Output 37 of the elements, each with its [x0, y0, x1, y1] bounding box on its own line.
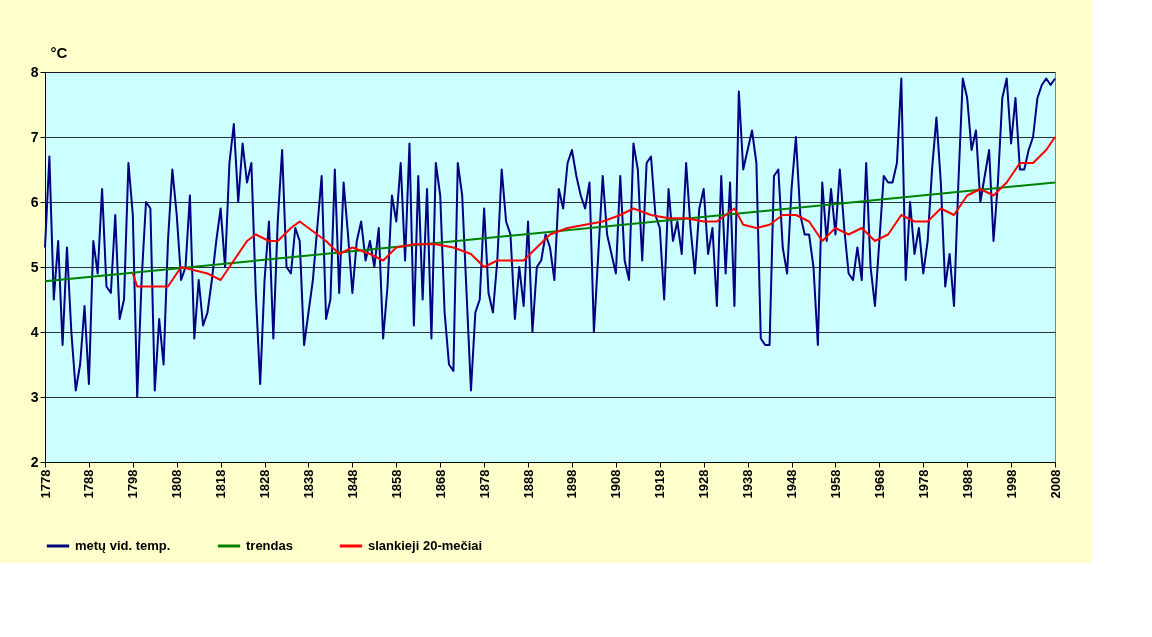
x-tick-label: 1788 — [81, 469, 97, 499]
x-tick-label: 1898 — [564, 469, 580, 499]
y-tick-label: 3 — [30, 388, 39, 405]
x-tick-label: 1948 — [784, 469, 800, 499]
x-tick-label: 1998 — [1003, 469, 1019, 499]
line-series — [44, 77, 1056, 398]
legend-label: metų vid. temp. — [75, 538, 171, 553]
x-tick-label: 1938 — [740, 469, 756, 499]
y-tick-label: 6 — [30, 193, 39, 210]
y-tick-label: 8 — [30, 63, 39, 80]
x-tick-label: 1978 — [915, 469, 931, 499]
legend-label: trendas — [246, 538, 293, 553]
x-tick-label: 1828 — [257, 469, 273, 499]
x-tick-label: 1868 — [432, 469, 448, 499]
y-tick-label: 4 — [30, 323, 39, 340]
x-tick-label: 1808 — [169, 469, 185, 499]
x-tick-label: 1908 — [608, 469, 624, 499]
legend-label: slankieji 20-mečiai — [368, 538, 483, 553]
x-tick-label: 2008 — [1047, 469, 1063, 499]
x-tick-label: 1928 — [696, 469, 712, 499]
y-tick-label: 7 — [30, 128, 39, 145]
x-tick-label: 1958 — [827, 469, 843, 499]
y-tick-label: 2 — [30, 453, 39, 470]
x-tick-label: 1918 — [652, 469, 668, 499]
x-tick-label: 1878 — [476, 469, 492, 499]
x-tick-label: 1968 — [871, 469, 887, 499]
x-tick-label: 1888 — [520, 469, 536, 499]
line-series — [131, 136, 1056, 288]
x-tick-label: 1988 — [959, 469, 975, 499]
x-tick-label: 1858 — [388, 469, 404, 499]
x-tick-label: 1798 — [125, 469, 141, 499]
y-axis-title: °C — [50, 43, 68, 61]
y-tick-label: 5 — [30, 258, 39, 275]
x-tick-label: 1778 — [37, 469, 53, 499]
x-tick-label: 1848 — [344, 469, 360, 499]
x-tick-label: 1838 — [300, 469, 316, 499]
x-tick-label: 1818 — [213, 469, 229, 499]
